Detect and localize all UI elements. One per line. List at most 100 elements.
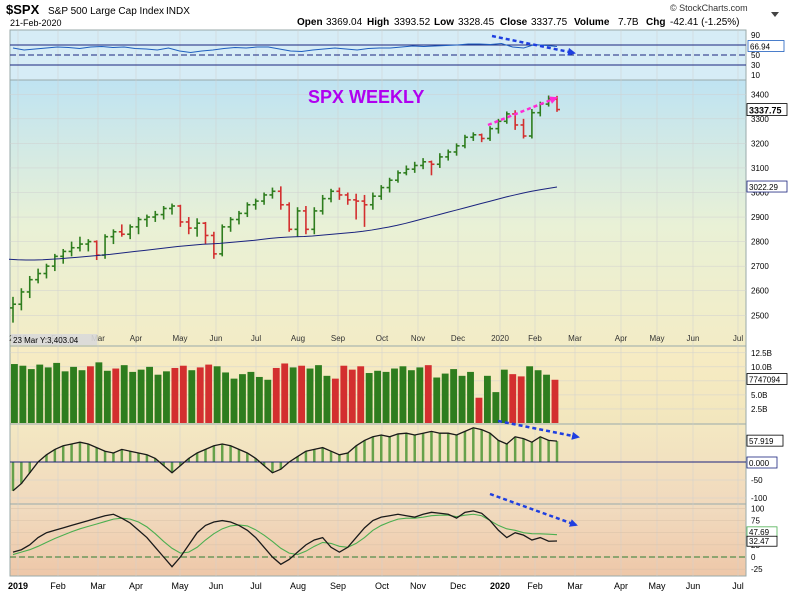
price-bar: [244, 202, 251, 218]
volume-bar: [230, 378, 238, 423]
volume-series: [11, 362, 559, 423]
close-value: 3337.75: [531, 17, 568, 28]
volume-bar: [163, 371, 170, 423]
volume-bar: [222, 372, 229, 423]
volume-tick-label: 12.5B: [751, 349, 772, 358]
stochastic-panel: [9, 503, 747, 577]
volume-bar: [272, 367, 280, 423]
volume-bar: [103, 370, 111, 423]
price-bar: [110, 229, 117, 245]
volume-bar: [11, 364, 18, 423]
price-x-tick-label: Feb: [528, 334, 542, 343]
price-bar: [143, 214, 150, 227]
stochastic-d-box: [746, 535, 778, 547]
quote-line: Open 3369.04 High 3393.52 Low 3328.45 Cl…: [297, 17, 739, 28]
price-bar: [177, 204, 184, 227]
price-x-tick-label: Jul: [251, 334, 261, 343]
chg-label: Chg: [646, 17, 665, 28]
volume-bar: [391, 368, 398, 423]
price-bar: [453, 143, 460, 156]
price-bar: [319, 194, 326, 215]
volume-bar: [247, 371, 255, 423]
x-tick-label: Jul: [732, 581, 744, 591]
hover-readout-box: [11, 334, 97, 345]
volume-bar: [374, 370, 382, 423]
price-x-tick-label: Aug: [291, 334, 305, 343]
rsi-series: [10, 42, 746, 66]
price-bar: [428, 160, 435, 176]
brand-watermark: © StockCharts.com: [670, 3, 748, 13]
price-higher-high-arrow: [487, 96, 558, 127]
chevron-down-icon[interactable]: [771, 12, 779, 17]
price-bar: [294, 207, 301, 237]
price-bar: [43, 263, 50, 279]
volume-bar: [517, 376, 525, 423]
volume-tick-label: 10.0B: [751, 363, 772, 372]
volume-bar: [255, 376, 263, 423]
price-bar: [369, 192, 376, 210]
price-bar: [68, 241, 75, 257]
price-x-tick-label: Mar: [91, 334, 105, 343]
grid-lines: [10, 30, 746, 576]
price-bar: [169, 203, 176, 215]
price-bar: [76, 236, 83, 252]
volume-bar: [416, 367, 424, 423]
low-label: Low: [434, 17, 454, 28]
volume-bar: [213, 366, 221, 423]
price-bar: [26, 275, 33, 299]
volume-bar: [458, 375, 466, 423]
price-bar: [135, 217, 142, 235]
rsi-tick-label: 30: [751, 61, 760, 70]
price-bar: [60, 248, 67, 264]
price-bar: [445, 149, 452, 161]
stochastic-k-label: 47.69: [749, 528, 770, 537]
price-bar: [210, 231, 217, 259]
volume-bar: [500, 369, 508, 423]
price-tick-label: 2900: [751, 213, 769, 222]
price-x-tick-label: 2020: [491, 334, 509, 343]
volume-bar: [306, 368, 314, 423]
price-x-tick-label: Jun: [210, 334, 223, 343]
stochastic-tick-label: 100: [751, 504, 765, 513]
price-bar: [487, 126, 494, 141]
volume-label: Volume: [574, 17, 610, 28]
price-bar: [353, 193, 360, 220]
volume-bar: [196, 367, 204, 423]
volume-bar: [205, 364, 213, 423]
price-bar: [420, 158, 427, 170]
price-bar: [520, 118, 527, 139]
price-bar: [118, 224, 125, 237]
price-bar: [378, 185, 385, 200]
close-label: Close: [500, 17, 528, 28]
volume-bar: [382, 371, 390, 423]
price-bar: [18, 288, 25, 311]
price-x-tick-label: Mar: [568, 334, 582, 343]
price-tick-label: 3300: [751, 115, 769, 124]
price-panel: [9, 79, 747, 347]
x-tick-label: Aug: [290, 581, 306, 591]
chart-header: $SPX S&P 500 Large Cap Index INDX 21-Feb…: [6, 2, 779, 28]
volume-value: 7.7B: [618, 17, 639, 28]
price-bar: [302, 206, 309, 235]
price-tick-label: 3200: [751, 139, 769, 148]
price-bar: [10, 296, 16, 323]
x-tick-label: Jul: [250, 581, 262, 591]
oscillator-zero-box: [746, 456, 778, 469]
volume-bar: [112, 368, 120, 423]
price-x-tick-label: Dec: [451, 334, 465, 343]
price-bar: [286, 202, 293, 232]
volume-bar: [467, 371, 474, 423]
ma-value-box: [746, 180, 788, 193]
volume-value-label: 7747094: [749, 375, 781, 384]
volume-bar: [129, 371, 137, 423]
price-bar: [361, 194, 368, 227]
chart-date: 21-Feb-2020: [10, 18, 62, 28]
volume-bar: [315, 365, 322, 423]
volume-tick-label: 5.0B: [751, 391, 767, 400]
price-tick-label: 2800: [751, 238, 769, 247]
price-bar: [85, 239, 92, 252]
volume-bar: [424, 365, 432, 423]
price-bar: [261, 192, 268, 205]
volume-bar: [44, 367, 52, 423]
